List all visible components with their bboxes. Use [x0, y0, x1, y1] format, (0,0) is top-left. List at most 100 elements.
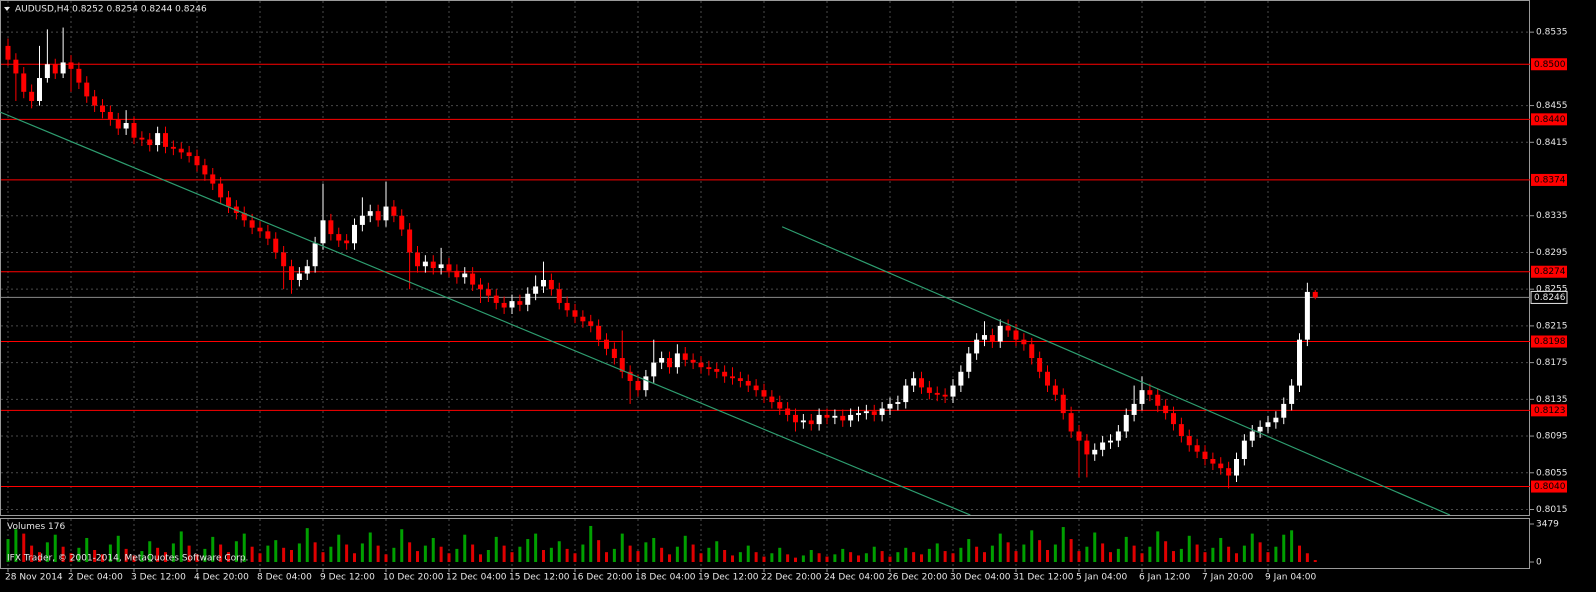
candle-body: [1147, 390, 1153, 395]
candle-body: [517, 301, 523, 305]
candle-body: [533, 286, 539, 294]
label-layer: 0.85350.84550.84150.83350.82950.82550.82…: [5, 28, 1568, 583]
volume-tick-label: 3479: [1536, 520, 1559, 530]
candle-body: [982, 335, 987, 340]
candle-body: [926, 387, 932, 393]
candle-body: [572, 310, 578, 317]
x-tick-label: 7 Jan 20:00: [1202, 573, 1254, 583]
candle-body: [131, 123, 137, 138]
candle-body: [470, 273, 476, 285]
candle-body: [848, 414, 854, 421]
candle-body: [178, 148, 184, 153]
candle-body: [1289, 385, 1295, 404]
menu-triangle[interactable]: [4, 7, 10, 11]
x-tick-label: 31 Dec 12:00: [1013, 573, 1074, 583]
candle-body: [100, 105, 105, 112]
volume-name: Volumes: [7, 522, 45, 532]
x-tick-label: 18 Dec 04:00: [635, 573, 696, 583]
candle-body: [588, 321, 594, 326]
candle-body: [454, 270, 460, 278]
candle-body: [462, 273, 468, 278]
candle-body: [383, 206, 389, 221]
candle-body: [667, 358, 672, 368]
candle-body: [13, 59, 19, 74]
trendline: [0, 111, 971, 515]
volume-current: 176: [48, 522, 65, 532]
candle-body: [210, 174, 216, 184]
trendline-layer: [0, 111, 1451, 515]
candle-body: [1257, 426, 1263, 432]
candle-body: [556, 289, 562, 303]
candle-body: [21, 73, 27, 92]
candle-body: [218, 183, 224, 198]
candle-body: [753, 385, 759, 391]
candle-body: [1273, 417, 1279, 423]
candle-body: [391, 206, 397, 216]
volume-label: Volumes 176: [7, 522, 65, 532]
level-label: 0.8123: [1534, 406, 1566, 416]
candle-body: [958, 371, 964, 386]
candle-body: [690, 359, 696, 363]
candle-body: [1021, 339, 1027, 345]
candle-body: [438, 264, 444, 269]
candle-body: [336, 234, 342, 241]
candle-body: [863, 411, 869, 414]
candle-body: [115, 119, 121, 129]
x-tick-label: 26 Dec 20:00: [887, 573, 948, 583]
candle-body: [186, 152, 192, 157]
candle-body: [1234, 459, 1239, 476]
candle-body: [651, 362, 657, 377]
x-tick-label: 15 Dec 12:00: [509, 573, 570, 583]
candle-body: [44, 64, 50, 79]
candle-body: [950, 385, 956, 397]
candle-body: [509, 301, 515, 308]
candle-body: [966, 353, 972, 372]
candle-body: [1249, 431, 1255, 441]
candle-body: [1163, 405, 1169, 414]
level-label: 0.8374: [1534, 175, 1566, 185]
candle-body: [525, 293, 531, 305]
y-tick-label: 0.8175: [1536, 358, 1568, 368]
candle-body: [1312, 291, 1318, 298]
volume-layer: [6, 525, 1317, 562]
candle-body: [1155, 394, 1161, 406]
candle-body: [887, 403, 893, 409]
candle-body: [446, 264, 452, 271]
candle-body: [682, 353, 688, 360]
candle-body: [202, 165, 208, 175]
candle-body: [903, 385, 909, 403]
candle-body: [226, 197, 231, 207]
candle-body: [997, 325, 1003, 342]
candle-body: [871, 411, 877, 415]
y-tick-label: 0.8135: [1536, 395, 1568, 405]
candle-body: [580, 316, 586, 322]
candle-body: [1297, 339, 1302, 386]
candle-body: [76, 68, 82, 83]
candle-body: [123, 123, 129, 129]
plot-frame: [0, 0, 1530, 516]
candle-body: [1265, 422, 1271, 427]
candle-body: [643, 376, 649, 391]
candle-body: [399, 215, 405, 230]
candle-body: [808, 420, 814, 425]
candle-body: [1092, 449, 1098, 455]
candle-body: [249, 220, 255, 228]
candle-body: [367, 211, 373, 216]
candle-body: [761, 390, 767, 397]
candle-body: [163, 133, 168, 147]
level-box: [1531, 113, 1567, 126]
candle-body: [273, 238, 279, 253]
y-tick-label: 0.8215: [1536, 321, 1568, 331]
candle-body: [840, 415, 846, 421]
candle-body: [785, 408, 791, 415]
candle-body: [1045, 371, 1050, 386]
candle-body: [911, 378, 917, 386]
candle-body: [934, 392, 940, 395]
candle-body: [52, 64, 58, 74]
candle-body: [745, 380, 751, 386]
candle-body: [312, 243, 318, 267]
candle-body: [1194, 445, 1200, 452]
candle-body: [1210, 459, 1216, 464]
